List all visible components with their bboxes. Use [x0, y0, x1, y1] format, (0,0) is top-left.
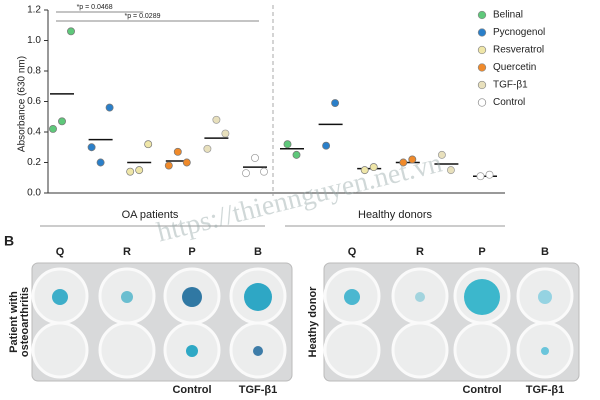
well-plate — [323, 262, 580, 382]
bottom-label: Control — [172, 384, 211, 396]
bottom-label: Control — [462, 384, 501, 396]
row-label: osteoarthritis — [19, 287, 31, 357]
stain-spot — [52, 289, 68, 305]
stain-spot — [541, 347, 549, 355]
stain-spot — [344, 289, 360, 305]
y-tick-label: 0.6 — [27, 96, 41, 107]
stain-spot — [244, 283, 272, 311]
well — [31, 321, 89, 379]
column-label: P — [478, 246, 485, 258]
data-point — [164, 161, 173, 170]
panel-label: B — [4, 233, 14, 249]
significance-label: *p = 0.0468 — [77, 4, 113, 11]
y-tick-label: 0.0 — [27, 188, 41, 199]
data-point — [221, 129, 230, 138]
data-point — [87, 143, 96, 152]
data-point — [251, 153, 259, 162]
column-label: Q — [56, 246, 65, 258]
column-label: Q — [348, 246, 357, 258]
legend-marker — [477, 80, 487, 90]
data-point — [144, 140, 153, 149]
data-point — [360, 166, 369, 175]
well — [453, 321, 511, 379]
stain-spot — [186, 345, 198, 357]
data-point — [182, 158, 191, 167]
y-tick-label: 1.0 — [27, 35, 41, 46]
bottom-label: TGF-β1 — [239, 384, 278, 396]
stain-spot — [464, 279, 500, 315]
data-point — [173, 147, 182, 156]
stain-spot — [538, 290, 552, 304]
well — [391, 321, 449, 379]
legend-marker — [477, 28, 487, 37]
watermark: https://thiennguyen.net.vn — [154, 148, 445, 249]
legend-label: TGF-β1 — [493, 80, 528, 91]
legend-label: Resveratrol — [493, 45, 544, 56]
y-tick-label: 1.2 — [27, 5, 41, 16]
legend-marker — [477, 10, 487, 20]
legend-label: Quercetin — [493, 62, 536, 73]
legend-label: Belinal — [493, 10, 523, 21]
stain-spot — [253, 346, 263, 356]
column-label: B — [541, 246, 549, 258]
data-point — [242, 169, 250, 178]
stain-spot — [415, 292, 425, 302]
data-point — [485, 170, 494, 179]
row-label: Heathy donor — [307, 286, 319, 358]
y-tick-label: 0.8 — [27, 66, 41, 77]
data-point — [476, 172, 485, 181]
y-tick-label: 0.2 — [27, 157, 41, 168]
row-label: Patient with — [8, 291, 20, 353]
data-point — [67, 27, 75, 36]
data-point — [49, 124, 57, 133]
stain-spot — [182, 287, 202, 307]
data-point — [212, 115, 221, 124]
data-point — [408, 155, 417, 164]
data-point — [331, 99, 340, 107]
data-point — [322, 141, 331, 150]
group-label: Healthy donors — [358, 209, 432, 221]
column-label: R — [416, 246, 424, 258]
well-plate — [31, 262, 293, 382]
legend-marker — [477, 98, 487, 107]
data-point — [96, 158, 105, 167]
legend-marker — [477, 45, 487, 55]
data-point — [126, 167, 135, 176]
group-label: OA patients — [122, 209, 179, 221]
data-point — [260, 167, 268, 176]
well — [98, 321, 156, 379]
data-point — [203, 144, 212, 153]
data-point — [446, 166, 455, 175]
legend-marker — [477, 63, 487, 72]
column-label: B — [254, 246, 262, 258]
data-point — [135, 166, 144, 175]
y-axis-label: Absorbance (630 nm) — [17, 56, 28, 152]
significance-label: *p = 0.0289 — [124, 13, 160, 20]
well — [323, 321, 381, 379]
data-point — [105, 103, 114, 112]
legend-label: Control — [493, 97, 525, 108]
column-label: P — [188, 246, 195, 258]
data-point — [437, 150, 446, 159]
data-point — [58, 117, 66, 126]
data-point — [369, 163, 378, 172]
data-point — [292, 150, 301, 159]
bottom-label: TGF-β1 — [526, 384, 565, 396]
data-point — [399, 158, 408, 167]
legend-label: Pycnogenol — [493, 27, 545, 38]
data-point — [283, 140, 292, 149]
column-label: R — [123, 246, 131, 258]
y-tick-label: 0.4 — [27, 127, 41, 138]
stain-spot — [121, 291, 133, 303]
